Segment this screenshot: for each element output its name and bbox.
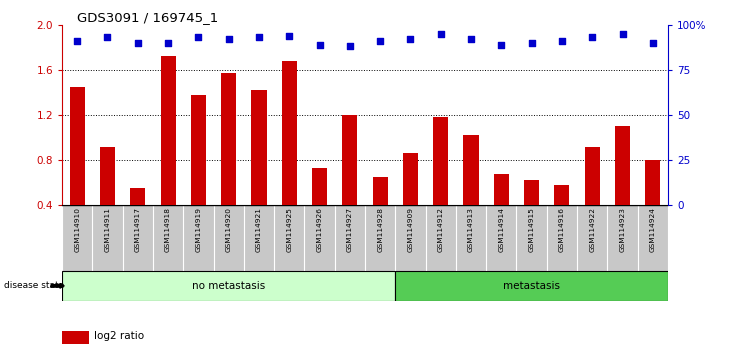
- Text: GSM114910: GSM114910: [74, 207, 80, 252]
- Text: GSM114922: GSM114922: [589, 207, 595, 252]
- Bar: [342, 115, 358, 251]
- Point: [314, 42, 326, 47]
- Bar: [191, 95, 206, 251]
- Text: GSM114911: GSM114911: [104, 207, 110, 252]
- Text: GDS3091 / 169745_1: GDS3091 / 169745_1: [77, 11, 218, 24]
- Point: [132, 40, 144, 46]
- Text: GSM114916: GSM114916: [559, 207, 565, 252]
- Bar: [221, 73, 237, 251]
- Text: GSM114928: GSM114928: [377, 207, 383, 252]
- Text: GSM114909: GSM114909: [407, 207, 413, 252]
- Point: [101, 35, 113, 40]
- Text: GSM114915: GSM114915: [529, 207, 534, 252]
- Bar: [62, 271, 396, 301]
- Point: [404, 36, 416, 42]
- FancyArrow shape: [51, 284, 64, 288]
- Bar: [493, 174, 509, 251]
- Text: GSM114912: GSM114912: [438, 207, 444, 252]
- Bar: [645, 160, 661, 251]
- Bar: [396, 271, 668, 301]
- Bar: [62, 331, 89, 344]
- Text: GSM114919: GSM114919: [196, 207, 201, 252]
- Text: GSM114924: GSM114924: [650, 207, 656, 252]
- Text: log2 ratio: log2 ratio: [94, 331, 144, 341]
- Point: [193, 35, 204, 40]
- Point: [374, 38, 386, 44]
- Point: [72, 38, 83, 44]
- Bar: [372, 177, 388, 251]
- Text: GSM114923: GSM114923: [620, 207, 626, 252]
- Bar: [251, 90, 266, 251]
- Text: GSM114927: GSM114927: [347, 207, 353, 252]
- Text: GSM114918: GSM114918: [165, 207, 171, 252]
- Bar: [282, 61, 297, 251]
- Bar: [130, 188, 145, 251]
- Text: metastasis: metastasis: [503, 281, 560, 291]
- Point: [465, 36, 477, 42]
- Bar: [524, 181, 539, 251]
- Point: [435, 31, 447, 37]
- Bar: [615, 126, 630, 251]
- Text: GSM114917: GSM114917: [135, 207, 141, 252]
- Bar: [554, 185, 569, 251]
- Bar: [312, 168, 327, 251]
- Point: [223, 36, 234, 42]
- Point: [253, 35, 265, 40]
- Point: [586, 35, 598, 40]
- Bar: [161, 56, 176, 251]
- Point: [526, 40, 537, 46]
- Point: [344, 44, 356, 49]
- Point: [556, 38, 568, 44]
- Text: GSM114920: GSM114920: [226, 207, 231, 252]
- Text: GSM114925: GSM114925: [286, 207, 292, 252]
- Point: [496, 42, 507, 47]
- Bar: [403, 153, 418, 251]
- Point: [617, 31, 629, 37]
- Text: no metastasis: no metastasis: [192, 281, 265, 291]
- Bar: [585, 147, 600, 251]
- Point: [283, 33, 295, 39]
- Text: GSM114926: GSM114926: [317, 207, 323, 252]
- Bar: [69, 87, 85, 251]
- Bar: [433, 117, 448, 251]
- Text: GSM114914: GSM114914: [499, 207, 504, 252]
- Bar: [464, 135, 479, 251]
- Text: GSM114921: GSM114921: [256, 207, 262, 252]
- Text: GSM114913: GSM114913: [468, 207, 474, 252]
- Bar: [100, 147, 115, 251]
- Point: [647, 40, 658, 46]
- Text: disease state: disease state: [4, 281, 64, 290]
- Point: [162, 40, 174, 46]
